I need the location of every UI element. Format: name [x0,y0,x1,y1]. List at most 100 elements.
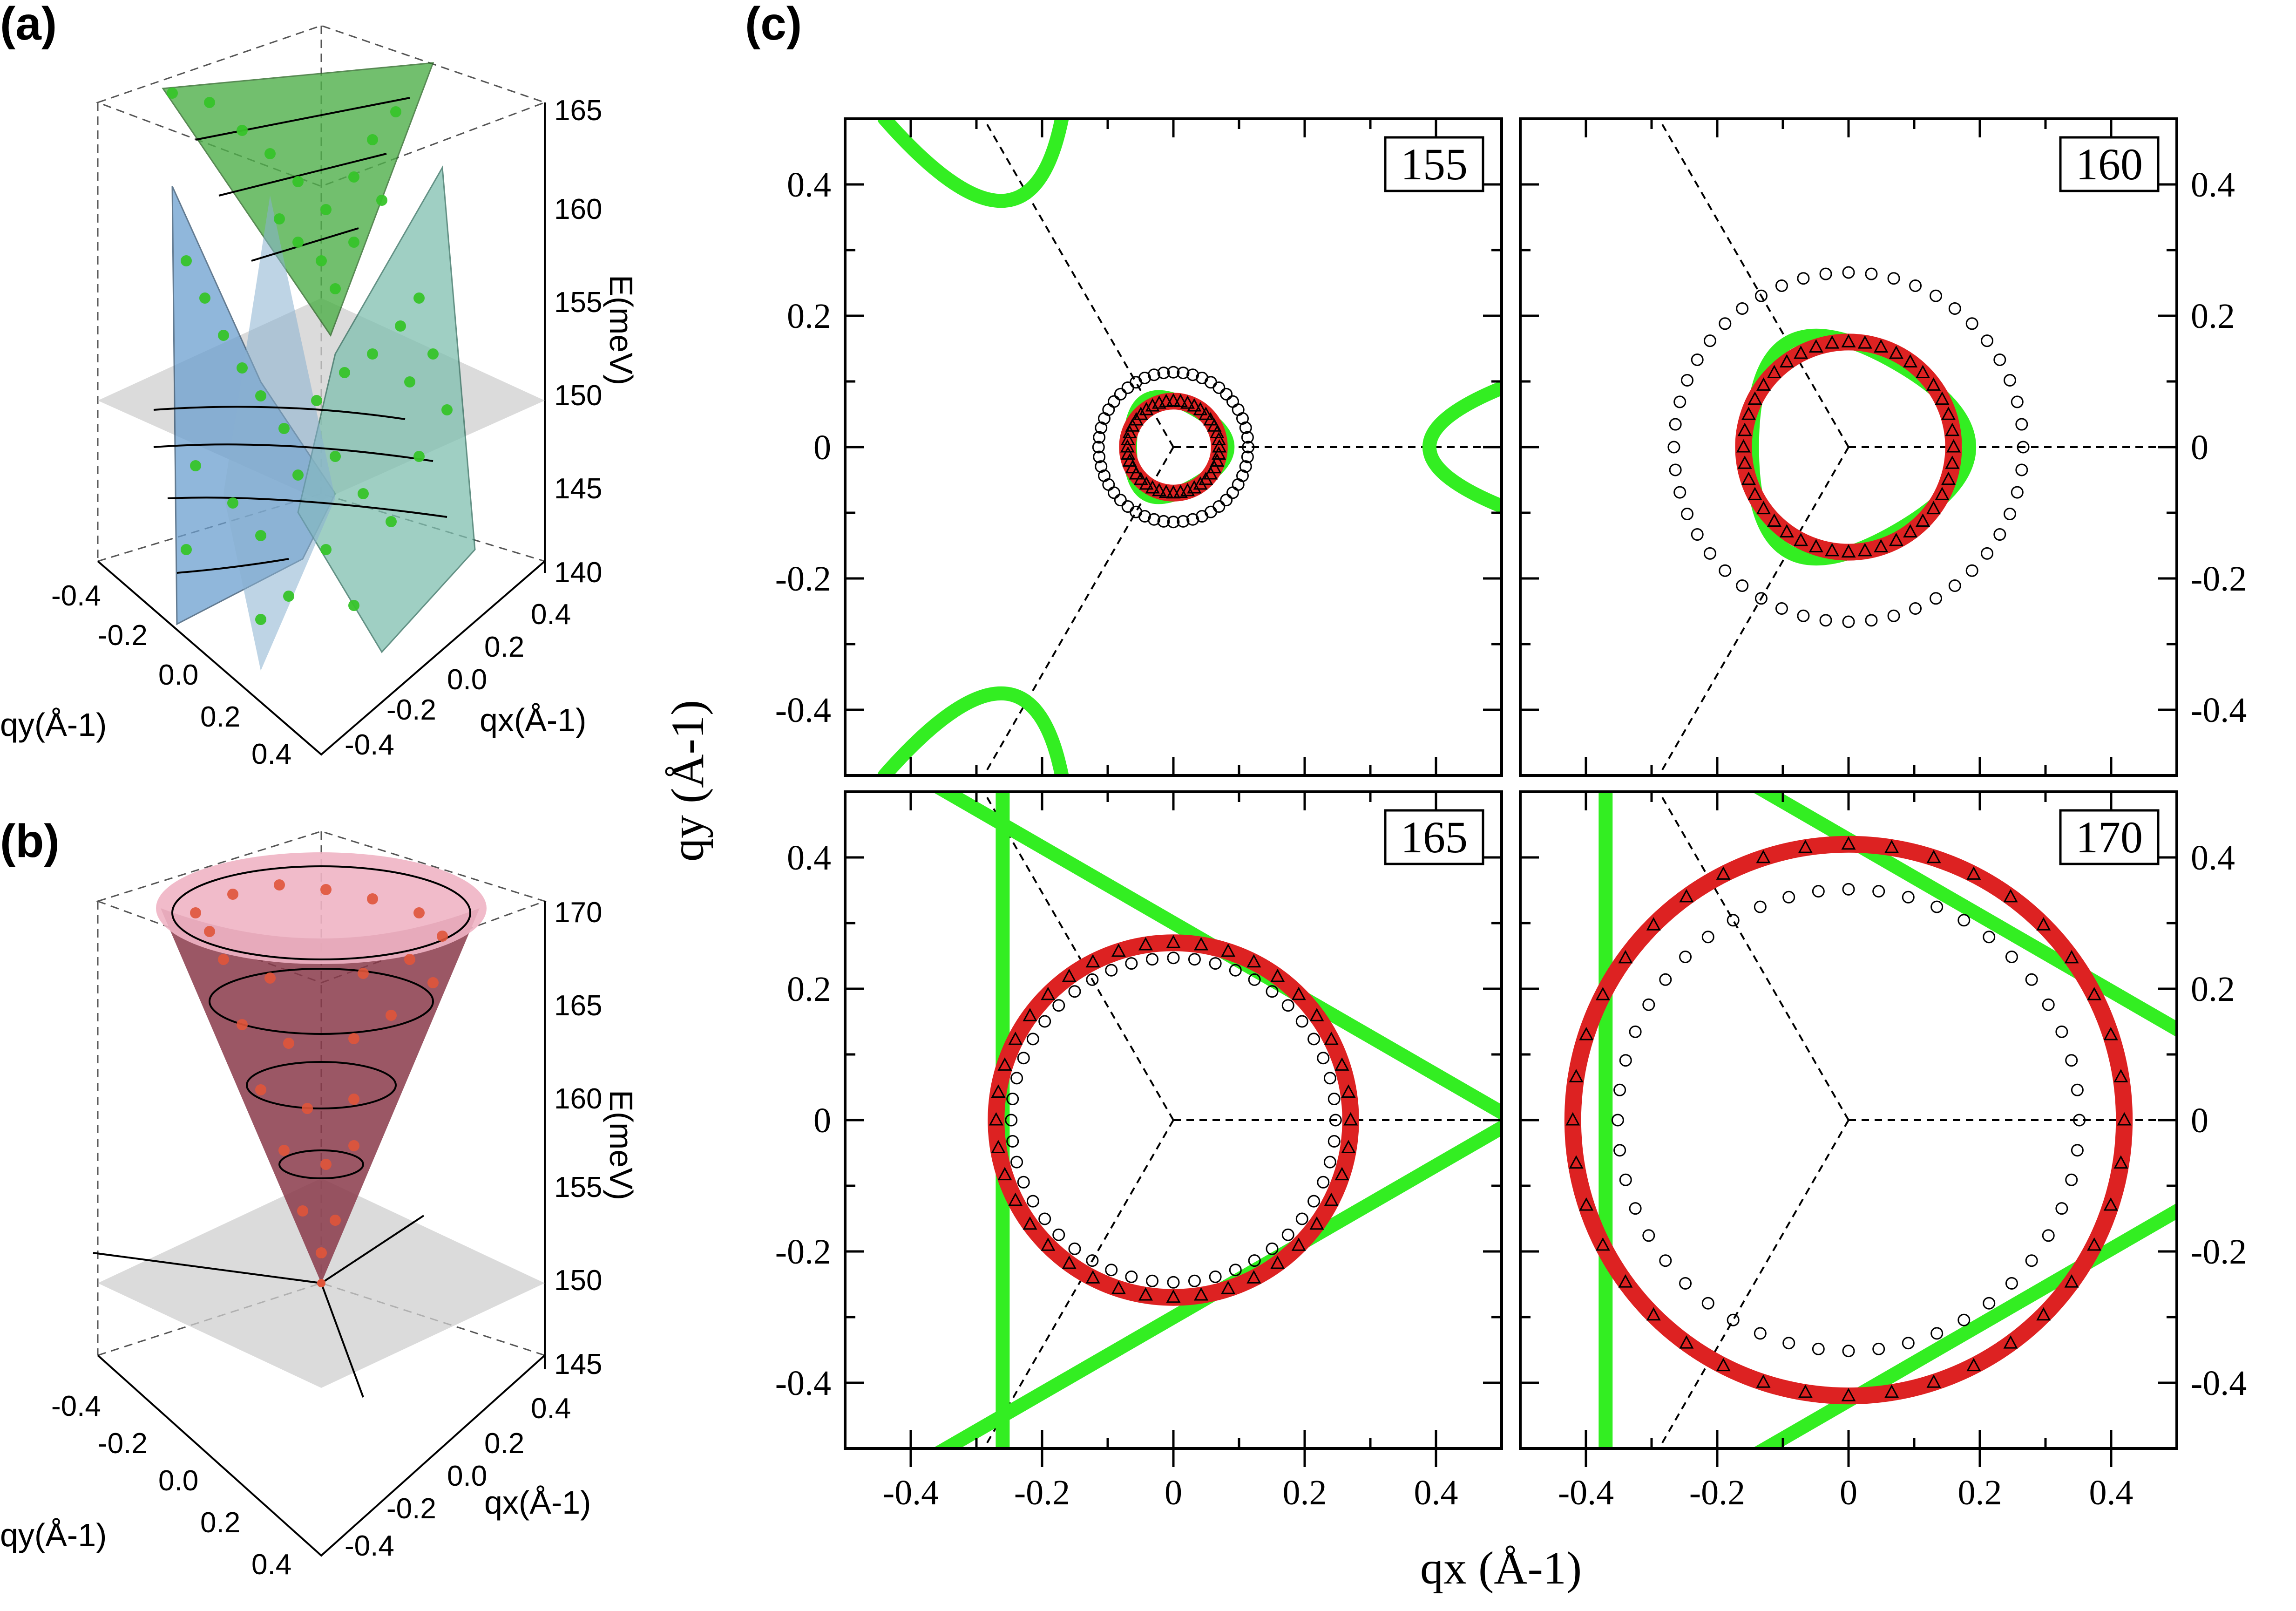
circle-marker [1957,914,1971,927]
circle-marker [1095,460,1108,473]
circle-marker [1130,376,1143,389]
circle-marker [1226,395,1239,408]
x-tick-label: -0.4 [883,1473,939,1512]
circle-marker [1613,1144,1626,1157]
triangle-marker [1133,407,1148,420]
circle-marker [1619,1173,1632,1186]
circle-marker [1327,1093,1341,1106]
triangle-marker [1324,1192,1339,1206]
circle-marker [1236,469,1249,483]
circle-marker [1317,1176,1330,1189]
panel-a-qx-tick: 0.2 [484,631,524,663]
panel-a-scatter-points [167,88,453,625]
triangle-marker [1794,532,1808,546]
circle-marker [1125,1270,1138,1283]
triangle-marker [1618,1274,1633,1288]
y-tick-label: -0.4 [2191,1364,2247,1403]
x-tick-label: 0.2 [1283,1473,1327,1512]
triangle-marker [1569,1155,1584,1169]
triangle-marker [1085,1270,1100,1284]
circle-marker [1993,528,2006,541]
circle-marker [2015,463,2028,476]
circle-marker [1138,510,1151,523]
triangle-marker [1857,335,1872,349]
triangle-marker [1151,483,1167,496]
panel-a-z-label: E(meV) [603,275,639,385]
triangle-marker [1291,1237,1306,1251]
circle-marker [1819,614,1832,627]
circle-marker [1204,376,1217,389]
circle-marker [1669,463,1682,476]
circle-marker [1006,1093,1019,1106]
triangle-marker [1679,1335,1694,1349]
circle-marker [1782,1337,1795,1350]
triangle-marker [1166,1289,1181,1303]
triangle-marker [1916,513,1930,527]
triangle-marker [1756,1374,1771,1388]
circle-marker [1147,513,1160,526]
triangle-marker [1903,354,1918,367]
triangle-marker [1166,935,1181,948]
panel-b-qx-tick: -0.4 [345,1530,394,1562]
triangle-marker [1926,1374,1941,1388]
zone-line [982,792,1174,1121]
triangle-marker [1145,480,1160,494]
panel-b-qy-ticks: -0.4 -0.2 0.0 0.2 0.4 [51,1390,291,1581]
triangle-marker [1187,480,1202,494]
panel-b-qy-tick: 0.0 [158,1465,198,1497]
circle-marker [1629,1202,1642,1215]
circle-marker [1229,964,1242,977]
red-contour [1119,393,1228,502]
triangle-marker [1679,889,1694,903]
circle-marker [1105,964,1118,977]
circle-marker [1281,1228,1294,1241]
triangle-marker [1646,917,1661,931]
energy-label-box [2059,809,2160,865]
triangle-marker [1595,987,1610,1000]
red-contour [988,934,1359,1306]
circle-marker [1323,1072,1336,1085]
triangle-marker [1889,345,1903,359]
circle-marker [2055,1025,2068,1038]
circle-marker [1107,486,1120,499]
circle-marker [1167,516,1180,529]
triangle-marker [1716,1358,1731,1372]
circle-marker [1327,1135,1341,1148]
circle-marker [1167,952,1180,965]
circle-marker [1613,1083,1626,1096]
triangle-marker [1946,439,1961,453]
circle-marker [1842,883,1855,896]
circle-marker [1812,885,1825,898]
circle-marker [1727,914,1740,927]
y-tick-label: 0 [813,1101,831,1140]
panel-c-contour-grid: 155 -0.4 -0.2 0 0.2 0.4 160 -0.4 -0.2 0 0.2 0.4 165 -… [775,117,2247,1512]
circle-marker [1093,450,1106,463]
circle-marker [1093,431,1106,444]
circle-marker [1680,508,1693,521]
green-triangle-contour [1745,328,1976,566]
circle-marker [1775,602,1788,615]
y-tick-label: 0.2 [787,297,831,336]
triangle-marker [1747,391,1762,405]
triangle-marker [1023,1216,1037,1230]
triangle-marker [1062,1255,1077,1269]
circle-marker [1204,505,1217,518]
triangle-marker [1210,453,1225,467]
triangle-marker [997,1167,1012,1181]
triangle-marker [1145,398,1160,412]
contour-panel-160: 160 -0.4 -0.2 0 0.2 0.4 [1519,117,2247,777]
triangle-marker [1756,377,1771,391]
energy-label-box [2059,136,2160,192]
energy-label: 170 [2076,812,2143,862]
triangle-marker [1324,1032,1339,1045]
panel-ticks [1519,790,2178,1450]
circle-marker [1068,985,1081,998]
panel-b-cone-top [156,852,487,964]
triangle-marker [1798,839,1813,853]
triangle-marker [1808,339,1823,353]
x-tick-label: 0.2 [1958,1473,2002,1512]
triangle-marker [1008,1192,1023,1206]
triangle-marker [997,1057,1012,1071]
circle-marker [1241,431,1254,444]
triangle-marker [1180,483,1195,496]
